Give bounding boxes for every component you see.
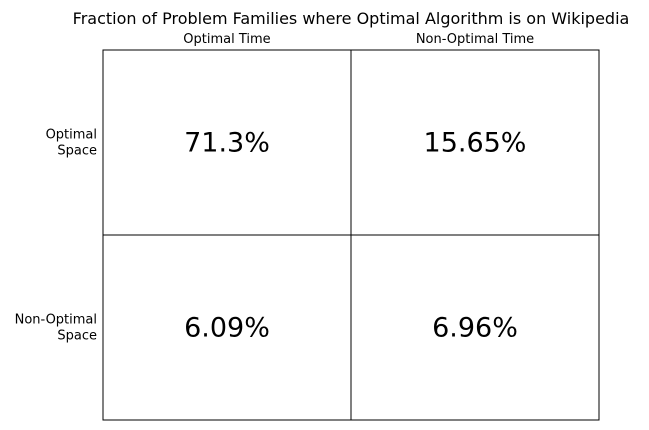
row-label-line: Space [57,328,97,343]
chart-title: Fraction of Problem Families where Optim… [73,9,630,28]
cell-value: 6.96% [432,313,518,344]
column-label: Optimal Time [183,32,270,47]
row-label: Non-Optimal Space [15,312,97,343]
cell-value: 6.09% [184,313,270,344]
row-label: Optimal Space [46,127,97,158]
row-label-line: Optimal [46,127,97,142]
cell-value: 71.3% [184,128,270,159]
cell-value: 15.65% [424,128,527,159]
matrix-grid [102,49,600,421]
row-label-line: Space [57,143,97,158]
matrix-values: 71.3% 15.65% 6.09% 6.96% [184,128,526,344]
matrix-cell-1-1 [350,234,600,421]
column-label: Non-Optimal Time [416,32,534,47]
row-label-line: Non-Optimal [15,312,97,327]
